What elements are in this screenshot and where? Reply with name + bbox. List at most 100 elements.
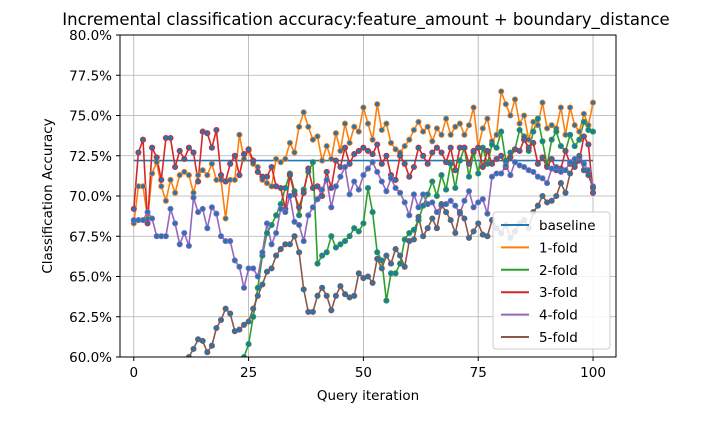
data-point <box>562 189 569 196</box>
data-point <box>364 120 372 127</box>
data-point <box>502 162 509 169</box>
data-point <box>383 152 390 159</box>
data-point <box>181 168 188 175</box>
data-point <box>498 152 505 159</box>
data-point <box>309 204 316 211</box>
data-point <box>332 157 339 164</box>
data-point <box>557 143 564 150</box>
data-point <box>355 270 362 277</box>
data-point <box>397 152 404 159</box>
data-point <box>332 292 339 299</box>
data-point <box>465 173 473 180</box>
data-point <box>521 112 528 119</box>
data-point <box>534 160 541 167</box>
data-point <box>314 292 321 299</box>
data-point <box>199 205 206 212</box>
data-point <box>484 115 491 122</box>
data-point <box>383 252 390 259</box>
data-point <box>429 199 436 206</box>
data-point <box>351 178 358 185</box>
data-point <box>176 241 183 248</box>
data-point <box>502 101 509 108</box>
data-point <box>576 128 583 135</box>
x-tick-label: 0 <box>129 365 138 381</box>
data-point <box>548 155 555 163</box>
data-point <box>424 160 431 167</box>
data-point <box>470 104 477 111</box>
data-point <box>254 163 261 171</box>
data-point <box>433 144 440 151</box>
data-point <box>319 157 326 164</box>
data-point <box>346 233 353 240</box>
data-point <box>222 305 229 312</box>
data-point <box>571 160 578 167</box>
data-point <box>548 197 555 204</box>
data-point <box>162 233 169 240</box>
data-point <box>456 209 463 216</box>
data-point <box>580 133 587 140</box>
data-point <box>227 238 234 245</box>
data-point <box>172 220 179 227</box>
data-point <box>456 120 463 127</box>
data-point <box>521 136 528 143</box>
data-point <box>429 138 436 145</box>
data-point <box>369 151 376 158</box>
data-point <box>291 233 298 240</box>
data-point <box>429 149 436 156</box>
data-point <box>516 120 523 127</box>
data-point <box>319 192 326 200</box>
data-point <box>401 143 408 150</box>
data-point <box>401 199 408 206</box>
data-point <box>195 178 202 185</box>
data-point <box>424 123 431 130</box>
data-point <box>406 212 413 219</box>
data-point <box>511 96 519 103</box>
data-point <box>433 225 440 232</box>
y-tick-label: 67.5% <box>69 229 112 245</box>
data-point <box>139 136 147 143</box>
data-point <box>443 115 450 122</box>
data-point <box>300 286 307 293</box>
x-tick-label: 75 <box>470 365 487 381</box>
data-point <box>268 265 275 272</box>
data-point <box>507 149 514 156</box>
data-point <box>346 160 353 167</box>
data-point <box>341 291 349 298</box>
data-point <box>273 229 280 237</box>
data-point <box>227 160 234 167</box>
data-point <box>240 155 248 163</box>
data-point <box>479 196 486 203</box>
x-tick-label: 100 <box>580 365 606 381</box>
data-point <box>204 172 211 179</box>
data-point <box>507 112 514 119</box>
data-point <box>360 144 367 151</box>
data-point <box>433 192 440 200</box>
data-point <box>410 226 417 233</box>
data-point <box>544 125 551 132</box>
data-point <box>374 168 381 175</box>
data-point <box>387 260 395 267</box>
data-point <box>383 188 390 195</box>
data-point <box>254 273 261 280</box>
data-point <box>277 184 284 192</box>
x-tick-label: 50 <box>355 365 372 381</box>
data-point <box>323 143 330 150</box>
data-point <box>465 122 473 129</box>
data-point <box>300 189 307 196</box>
data-point <box>534 202 541 209</box>
data-point <box>415 118 422 125</box>
data-point <box>433 209 440 216</box>
data-point <box>410 236 417 243</box>
data-point <box>337 147 344 154</box>
data-point <box>319 186 326 193</box>
data-point <box>273 252 280 259</box>
data-point <box>286 192 293 200</box>
data-point <box>452 123 459 130</box>
data-point <box>167 134 174 142</box>
data-point <box>282 209 289 216</box>
chart-title: Incremental classification accuracy:feat… <box>62 10 669 30</box>
data-point <box>539 138 546 145</box>
data-point <box>296 212 303 219</box>
data-point <box>291 149 298 156</box>
data-point <box>351 292 358 299</box>
